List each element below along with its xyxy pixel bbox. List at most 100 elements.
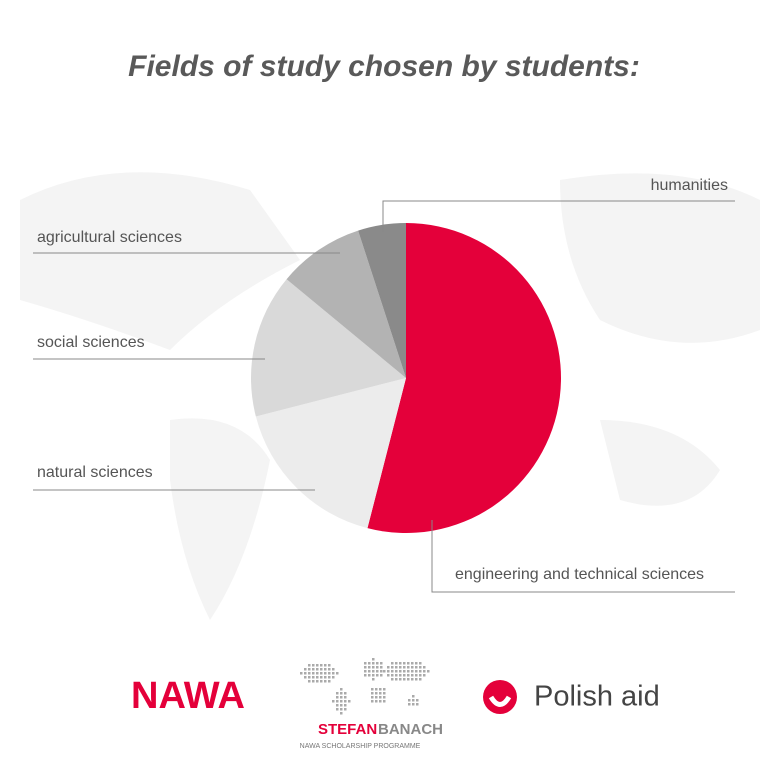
map-dot: [423, 674, 426, 677]
map-dot: [376, 674, 379, 677]
map-dot: [340, 688, 343, 691]
map-dot: [391, 678, 394, 681]
map-dot: [320, 668, 323, 671]
map-dot: [379, 692, 382, 695]
map-dot: [383, 696, 386, 699]
map-dot: [391, 670, 394, 673]
map-dot: [364, 674, 367, 677]
banach-subtitle: NAWA SCHOLARSHIP PROGRAMME: [300, 743, 421, 750]
map-dot: [320, 664, 323, 667]
map-dot: [379, 696, 382, 699]
map-dot: [344, 708, 347, 711]
map-dot: [336, 672, 339, 675]
map-dot: [320, 680, 323, 683]
map-dot: [300, 672, 303, 675]
map-dot: [415, 666, 418, 669]
map-dot: [391, 666, 394, 669]
map-dot: [371, 688, 374, 691]
map-dot: [372, 678, 375, 681]
map-dot: [348, 700, 351, 703]
map-dot: [344, 696, 347, 699]
pie-slice: [255, 378, 406, 529]
map-dot: [336, 696, 339, 699]
map-dot: [391, 662, 394, 665]
polish-aid-text: Polish aid: [534, 681, 660, 713]
map-dot: [372, 662, 375, 665]
map-dot: [368, 666, 371, 669]
map-dot: [411, 662, 414, 665]
map-dot: [328, 680, 331, 683]
map-dot: [340, 692, 343, 695]
map-dot: [375, 696, 378, 699]
map-dot: [332, 700, 335, 703]
map-dot: [372, 666, 375, 669]
map-dot: [415, 674, 418, 677]
map-dot: [380, 670, 383, 673]
map-dot: [423, 670, 426, 673]
map-dot: [419, 678, 422, 681]
chart-title: Fields of study chosen by students:: [128, 50, 640, 83]
pie-slice: [250, 279, 406, 417]
slice-label: humanities: [651, 177, 728, 194]
map-dot: [312, 676, 315, 679]
map-dot: [324, 672, 327, 675]
map-dot: [416, 699, 419, 702]
map-dot: [411, 678, 414, 681]
map-dot: [324, 668, 327, 671]
map-dot: [344, 692, 347, 695]
polish-aid-icon: [483, 680, 517, 714]
map-dot: [336, 692, 339, 695]
map-dot: [368, 670, 371, 673]
slice-label: natural sciences: [37, 464, 153, 481]
map-dot: [383, 692, 386, 695]
map-dot: [399, 670, 402, 673]
map-dot: [336, 700, 339, 703]
map-dot: [419, 670, 422, 673]
map-dot: [328, 672, 331, 675]
map-dot: [419, 674, 422, 677]
map-dot: [416, 703, 419, 706]
banach-dot-map: [300, 658, 430, 715]
map-dot: [336, 704, 339, 707]
map-dot: [383, 700, 386, 703]
map-dot: [364, 670, 367, 673]
map-dot: [387, 670, 390, 673]
map-dot: [403, 666, 406, 669]
map-dot: [395, 678, 398, 681]
map-dot: [372, 670, 375, 673]
map-dot: [427, 670, 430, 673]
map-dot: [415, 670, 418, 673]
map-dot: [383, 670, 386, 673]
polish-aid-icon-smile: [488, 695, 512, 707]
banach-first: STEFAN: [318, 721, 377, 738]
map-dot: [411, 666, 414, 669]
map-dot: [340, 700, 343, 703]
map-dot: [412, 703, 415, 706]
world-map-background: [20, 172, 760, 620]
pie-slice: [286, 230, 406, 378]
map-dot: [316, 676, 319, 679]
map-dot: [407, 678, 410, 681]
map-dot: [328, 668, 331, 671]
map-dot: [399, 678, 402, 681]
map-dot: [308, 672, 311, 675]
slice-label: social sciences: [37, 334, 145, 351]
map-dot: [375, 692, 378, 695]
map-dot: [368, 662, 371, 665]
map-dot: [328, 676, 331, 679]
map-dot: [387, 674, 390, 677]
map-dot: [403, 662, 406, 665]
nawa-logo-text: NAWA: [131, 675, 245, 717]
map-dot: [332, 672, 335, 675]
map-dot: [415, 662, 418, 665]
labels: engineering and technical sciences natura…: [33, 177, 735, 593]
map-dot: [411, 670, 414, 673]
map-dot: [412, 699, 415, 702]
map-dot: [371, 700, 374, 703]
map-dot: [395, 662, 398, 665]
map-dot: [371, 696, 374, 699]
map-dot: [395, 670, 398, 673]
map-dot: [423, 666, 426, 669]
